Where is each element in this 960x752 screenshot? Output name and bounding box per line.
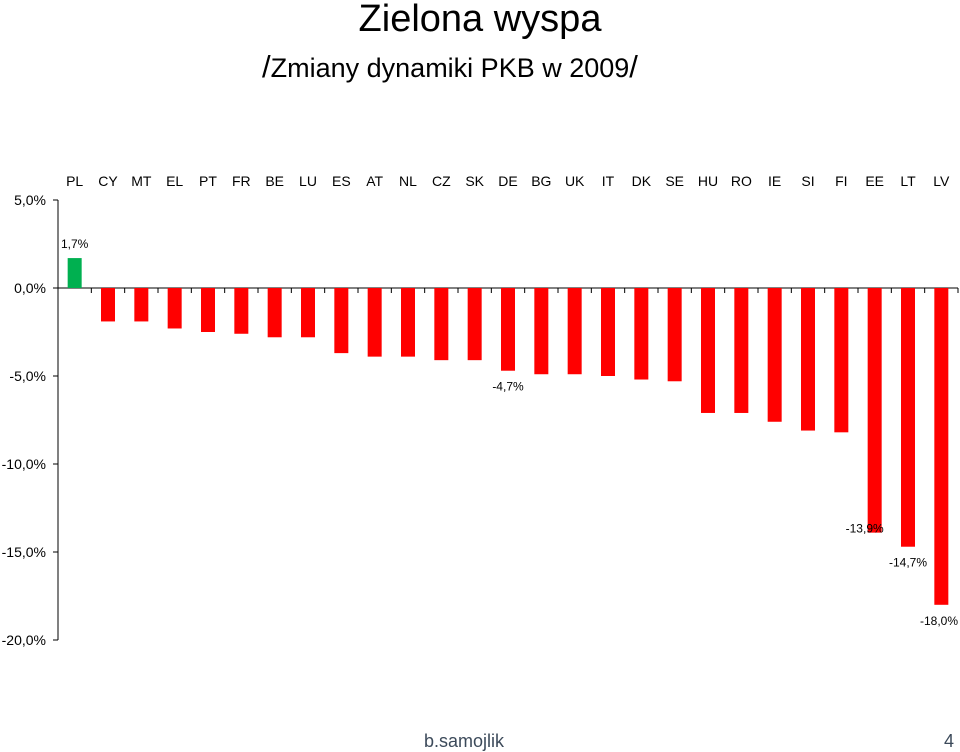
data-label: -4,7% — [492, 380, 524, 394]
category-label: AT — [366, 173, 383, 189]
category-label: UK — [565, 173, 585, 189]
category-label: BG — [531, 173, 551, 189]
chart-axes — [53, 199, 959, 641]
category-label: SK — [465, 173, 484, 189]
data-labels: 1,7% -4,7% -13,9% -14,7% -18,0% — [61, 237, 958, 628]
category-label: LV — [933, 173, 950, 189]
subtitle-text: Zmiany dynamiki PKB w 2009 — [270, 53, 630, 83]
category-label: IT — [602, 173, 615, 189]
bar-hu — [701, 288, 715, 413]
category-label: BE — [265, 173, 284, 189]
category-label: LU — [299, 173, 317, 189]
bar-lv — [934, 288, 949, 605]
bar-nl — [401, 288, 415, 357]
category-label: SE — [665, 173, 684, 189]
bar-be — [267, 288, 282, 338]
y-tick-labels: 5,0% 0,0% -5,0% -10,0% -15,0% -20,0% — [2, 192, 46, 648]
bar-lt — [901, 288, 915, 547]
category-label: DK — [632, 173, 652, 189]
bar-fi — [834, 288, 849, 433]
category-label: IE — [768, 173, 781, 189]
data-label: -14,7% — [889, 556, 927, 570]
slide-subtitle: /Zmiany dynamiki PKB w 2009/ — [262, 50, 638, 85]
data-label: -18,0% — [920, 614, 958, 628]
bar-it — [601, 288, 615, 376]
bar-pt — [201, 288, 215, 332]
category-label: RO — [731, 173, 752, 189]
bar-ee — [867, 288, 882, 533]
category-label: FR — [232, 173, 251, 189]
y-tick-label: 0,0% — [14, 280, 46, 296]
bar-at — [367, 288, 382, 357]
bar-cy — [101, 288, 115, 322]
category-label: FI — [835, 173, 847, 189]
y-tick-label: -10,0% — [2, 456, 46, 472]
bar-ie — [767, 288, 782, 422]
bar-cz — [434, 288, 449, 361]
subtitle-slash-open: / — [262, 49, 271, 84]
category-label: EL — [166, 173, 183, 189]
category-label: NL — [399, 173, 417, 189]
bar-mt — [134, 288, 149, 322]
category-label: MT — [131, 173, 152, 189]
bar-uk — [567, 288, 582, 375]
category-label: ES — [332, 173, 351, 189]
slide-title: Zielona wyspa — [358, 0, 602, 40]
bar-lu — [301, 288, 315, 338]
y-tick-label: -5,0% — [9, 368, 46, 384]
category-labels: PL CY MT EL PT FR BE LU ES AT NL CZ SK DE BG UK IT DK SE HU… — [66, 173, 950, 189]
bar-se — [667, 288, 682, 382]
bar-si — [801, 288, 815, 431]
bar-el — [167, 288, 182, 329]
bar-bg — [534, 288, 549, 375]
category-label: CZ — [432, 173, 451, 189]
category-label: CY — [98, 173, 118, 189]
bar-pl — [67, 258, 82, 288]
category-label: SI — [801, 173, 814, 189]
subtitle-slash-close: / — [629, 49, 638, 84]
bar-es — [334, 288, 349, 354]
data-label: -13,9% — [846, 522, 884, 536]
y-tick-label: -20,0% — [2, 632, 46, 648]
bar-de — [501, 288, 515, 371]
category-label: PT — [199, 173, 217, 189]
bar-dk — [634, 288, 649, 380]
y-tick-label: 5,0% — [14, 192, 46, 208]
category-label: PL — [66, 173, 83, 189]
chart-bars — [67, 258, 949, 605]
category-label: LT — [900, 173, 916, 189]
footer-author: b.samojlik — [424, 731, 505, 751]
bar-ro — [734, 288, 749, 413]
bar-fr — [234, 288, 249, 334]
data-label: 1,7% — [61, 237, 89, 251]
page-number: 4 — [944, 731, 955, 751]
category-label: EE — [865, 173, 884, 189]
y-tick-label: -15,0% — [2, 544, 46, 560]
category-label: HU — [698, 173, 718, 189]
bar-sk — [467, 288, 482, 361]
category-label: DE — [498, 173, 517, 189]
